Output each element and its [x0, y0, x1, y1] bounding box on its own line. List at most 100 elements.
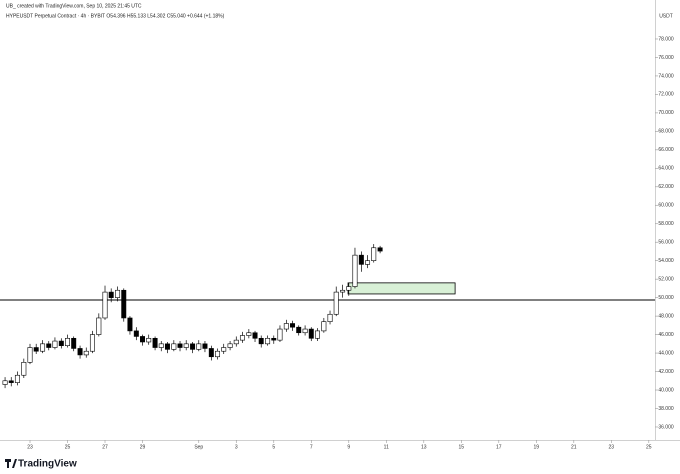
candle-body: [352, 254, 358, 287]
candle-body: [346, 286, 352, 291]
candle-body: [133, 330, 139, 337]
candle-body: [302, 328, 308, 334]
candle-body: [340, 289, 346, 293]
candle-body: [21, 362, 27, 376]
logo-icon: [5, 459, 17, 468]
y-tick-label: 52.000: [658, 276, 674, 282]
candle-body: [333, 291, 339, 315]
x-tick-label: 7: [310, 444, 313, 450]
candle-body: [127, 317, 133, 332]
candle-body: [227, 343, 233, 348]
x-tick-label: 11: [384, 444, 389, 450]
candle-body: [96, 317, 102, 335]
y-tick-label: 78.000: [658, 36, 674, 42]
currency-label: USDT: [659, 13, 673, 19]
candle-body: [202, 343, 208, 349]
candle-body: [258, 337, 264, 345]
candle-body: [8, 380, 14, 383]
y-tick-label: 68.000: [658, 129, 674, 135]
y-tick-label: 48.000: [658, 313, 674, 319]
candle-body: [239, 335, 245, 341]
candle-body: [89, 334, 95, 352]
candle-body: [277, 328, 283, 341]
logo: TradingView: [5, 459, 77, 470]
candle-body: [140, 336, 146, 343]
x-tick-label: 17: [496, 444, 502, 450]
candle-body: [102, 291, 108, 319]
x-tick-label: 13: [421, 444, 427, 450]
candle-body: [265, 337, 271, 345]
y-tick-label: 40.000: [658, 387, 674, 393]
candle-body: [196, 343, 202, 350]
x-tick-label: 23: [27, 444, 33, 450]
y-tick-label: 58.000: [658, 221, 674, 227]
candle-body: [158, 343, 164, 348]
x-tick-label: 27: [102, 444, 108, 450]
x-tick-label: 23: [609, 444, 615, 450]
header-title: UB_ created with TradingView.com, Sep 10…: [6, 3, 142, 9]
x-tick-label: 25: [646, 444, 652, 450]
candle-body: [33, 347, 39, 352]
candle-body: [58, 340, 64, 346]
y-tick-label: 38.000: [658, 406, 674, 412]
zone: [347, 282, 456, 295]
candle-body: [177, 343, 183, 348]
x-tick-label: 19: [534, 444, 540, 450]
candle-body: [321, 321, 327, 332]
y-tick-label: 44.000: [658, 350, 674, 356]
x-tick-label: 3: [235, 444, 238, 450]
candle-body: [246, 332, 252, 336]
candle-body: [121, 289, 127, 319]
x-tick-label: 5: [272, 444, 275, 450]
candle-body: [327, 313, 333, 322]
x-tick-label: 21: [571, 444, 577, 450]
candle-body: [152, 337, 158, 348]
y-tick-label: 46.000: [658, 332, 674, 338]
candle-body: [27, 347, 33, 363]
x-tick-label: 15: [459, 444, 465, 450]
x-tick-label: 25: [65, 444, 71, 450]
y-tick-label: 60.000: [658, 203, 674, 209]
candle-body: [115, 289, 121, 298]
candle-body: [271, 337, 277, 341]
candle-body: [171, 343, 177, 350]
candle-body: [14, 374, 20, 383]
candle-body: [190, 343, 196, 350]
x-tick-label: Sep: [194, 444, 203, 450]
candle-body: [2, 380, 8, 385]
candle-body: [283, 323, 289, 330]
candle-body: [77, 348, 83, 356]
x-tick-label: 9: [347, 444, 350, 450]
y-tick-label: 56.000: [658, 240, 674, 246]
y-tick-label: 76.000: [658, 55, 674, 61]
logo-text: TradingView: [18, 459, 77, 470]
candle-body: [290, 323, 296, 328]
footer: [0, 453, 680, 474]
y-tick-label: 66.000: [658, 147, 674, 153]
y-tick-label: 54.000: [658, 258, 674, 264]
candle-body: [164, 343, 170, 350]
x-tick-label: 29: [140, 444, 146, 450]
candle-body: [52, 340, 58, 348]
candle-body: [83, 350, 89, 356]
candle-body: [46, 343, 52, 348]
candle-body: [252, 332, 258, 339]
candle-body: [40, 343, 46, 352]
y-tick-label: 36.000: [658, 424, 674, 430]
y-tick-label: 74.000: [658, 73, 674, 79]
candle-body: [308, 328, 314, 339]
y-tick-label: 70.000: [658, 110, 674, 116]
candle-body: [233, 339, 239, 345]
y-tick-label: 62.000: [658, 184, 674, 190]
candle-body: [314, 330, 320, 339]
candle-body: [358, 254, 364, 265]
candle-body: [365, 260, 371, 265]
candle-body: [296, 326, 302, 334]
candle-body: [146, 337, 152, 343]
candle-body: [65, 337, 70, 346]
candle-body: [215, 350, 221, 358]
candle-body: [371, 247, 377, 261]
